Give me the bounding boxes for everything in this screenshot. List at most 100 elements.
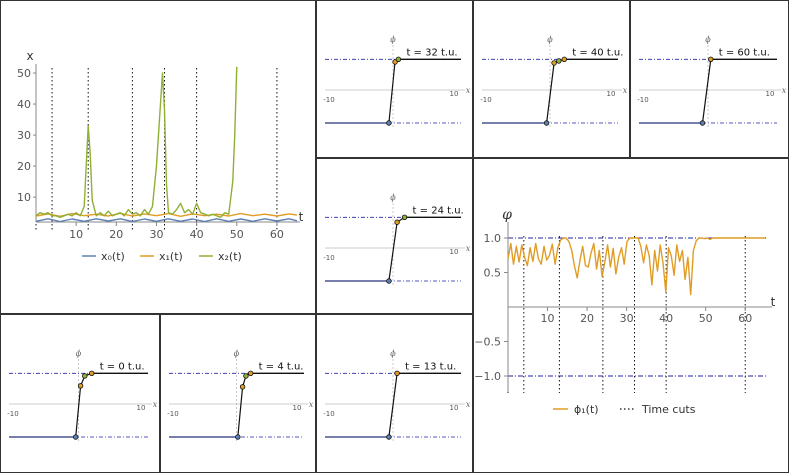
chain-node: [543, 120, 550, 126]
chain-link: [388, 373, 398, 438]
panel-border-snap-24: [316, 158, 473, 314]
snapshot-panel: ϕ x -10 10 t = 24 t.u.: [323, 193, 471, 287]
chain-node: [394, 219, 400, 225]
x-tick-label: 20: [580, 312, 594, 325]
phi-chart: 10 20 30 40 50 60 1.0 0.5 −0.5 −1.0 φ t ϕ₁(t) Time cu…: [474, 207, 775, 416]
x-tick-label: 50: [230, 228, 244, 241]
x-tick-label: 10: [293, 404, 302, 412]
chain-node: [247, 370, 254, 377]
chain-node: [699, 120, 706, 126]
x-tick-label: 60: [270, 228, 284, 241]
snapshot-time-label: t = 24 t.u.: [413, 205, 464, 216]
chain-node: [708, 56, 714, 63]
y-tick-label: 0.5: [484, 267, 502, 280]
y-axis-label: ϕ: [390, 193, 396, 202]
x-axis-label: x: [466, 86, 471, 95]
x-tick-label: 10: [137, 404, 146, 412]
y-axis-label: ϕ: [234, 349, 240, 358]
series-line-2: [35, 66, 238, 219]
snapshot-panel: ϕ x -10 10 t = 4 t.u.: [167, 349, 314, 443]
panel-border-positions: [0, 0, 316, 314]
x-tick-label: -10: [167, 410, 178, 418]
x-tick-label: 10: [766, 90, 775, 98]
snapshot-panel: ϕ x -10 10 t = 13 t.u.: [323, 349, 471, 443]
x-tick-label: 30: [149, 228, 163, 241]
y-tick-label: −0.5: [474, 336, 501, 349]
chain-node: [239, 384, 246, 390]
y-tick-label: 20: [17, 160, 31, 173]
panel-border-snap-40: [473, 0, 630, 158]
x-tick-label: 10: [450, 248, 459, 256]
chain-node: [561, 56, 567, 63]
x-tick-label: 10: [450, 90, 459, 98]
chain-node: [77, 383, 84, 389]
x-tick-label: -10: [480, 96, 491, 104]
x-tick-label: 40: [659, 312, 673, 325]
chain-node: [89, 370, 95, 377]
panel-border-snap-60: [630, 0, 789, 158]
y-axis-label: ϕ: [547, 35, 553, 44]
x-tick-label: 50: [699, 312, 713, 325]
position-chart: 10 20 30 40 50 60 10 20 30 40 50 x t x₀(t) x₁(t) x₂(t): [17, 49, 304, 263]
snapshot-time-label: t = 60 t.u.: [719, 47, 770, 58]
y-axis-label: x: [26, 49, 33, 63]
y-axis-label: ϕ: [76, 349, 82, 358]
chain-node: [386, 434, 392, 440]
snapshot-time-label: t = 32 t.u.: [406, 47, 457, 58]
x-tick-label: 40: [190, 228, 204, 241]
x-tick-label: -10: [637, 96, 648, 104]
x-axis-label: t: [299, 210, 304, 224]
x-tick-label: 10: [69, 228, 83, 241]
chain-node: [395, 56, 402, 63]
y-axis-label: ϕ: [705, 35, 711, 44]
chain-node: [386, 120, 392, 126]
y-tick-label: −1.0: [474, 370, 501, 383]
chain-node: [551, 60, 557, 66]
legend-label-cuts: Time cuts: [641, 403, 696, 416]
panel-border-snap-4: [160, 314, 316, 473]
x-tick-label: -10: [7, 410, 18, 418]
y-axis-label: φ: [502, 207, 512, 223]
x-tick-label: -10: [323, 254, 334, 262]
x-axis-label: x: [623, 86, 628, 95]
snapshot-time-label: t = 40 t.u.: [572, 47, 623, 58]
x-axis-label: x: [782, 86, 787, 95]
snapshot-panel: ϕ x -10 10 t = 60 t.u.: [637, 35, 787, 129]
snapshot-panel: ϕ x -10 10 t = 0 t.u.: [7, 349, 158, 443]
y-axis-label: ϕ: [390, 35, 396, 44]
x-tick-label: 30: [620, 312, 634, 325]
y-tick-label: 30: [17, 129, 31, 142]
x-tick-label: 60: [738, 312, 752, 325]
y-axis-label: ϕ: [390, 349, 396, 358]
legend-label-0: x₀(t): [101, 250, 125, 263]
chain-node: [82, 373, 88, 379]
y-tick-label: 50: [17, 67, 31, 80]
chain-link: [388, 58, 399, 124]
y-tick-label: 1.0: [484, 232, 502, 245]
x-tick-label: 10: [541, 312, 555, 325]
x-axis-label: x: [466, 400, 471, 409]
chain-link: [546, 58, 565, 124]
series-line-phi: [507, 237, 765, 296]
x-tick-label: 10: [607, 90, 616, 98]
panel-border-snap-32: [316, 0, 473, 158]
snapshot-panel: ϕ x -10 10 t = 32 t.u.: [323, 35, 471, 129]
y-tick-label: 10: [17, 191, 31, 204]
x-axis-label: x: [153, 400, 158, 409]
x-axis-label: t: [771, 295, 776, 309]
chain-node: [386, 278, 392, 284]
chain-node: [73, 434, 79, 440]
x-axis-label: x: [466, 244, 471, 253]
chain-node: [235, 434, 241, 440]
chain-link: [75, 372, 92, 438]
chain-node: [556, 58, 562, 64]
chain-node: [394, 370, 400, 377]
legend-label-2: x₂(t): [218, 250, 242, 263]
series-line-0: [35, 218, 298, 223]
legend-label-1: x₁(t): [159, 250, 183, 263]
snapshot-time-label: t = 13 t.u.: [405, 361, 456, 372]
chain-link: [388, 216, 405, 282]
chain-link: [237, 372, 251, 438]
chain-node: [401, 214, 408, 221]
